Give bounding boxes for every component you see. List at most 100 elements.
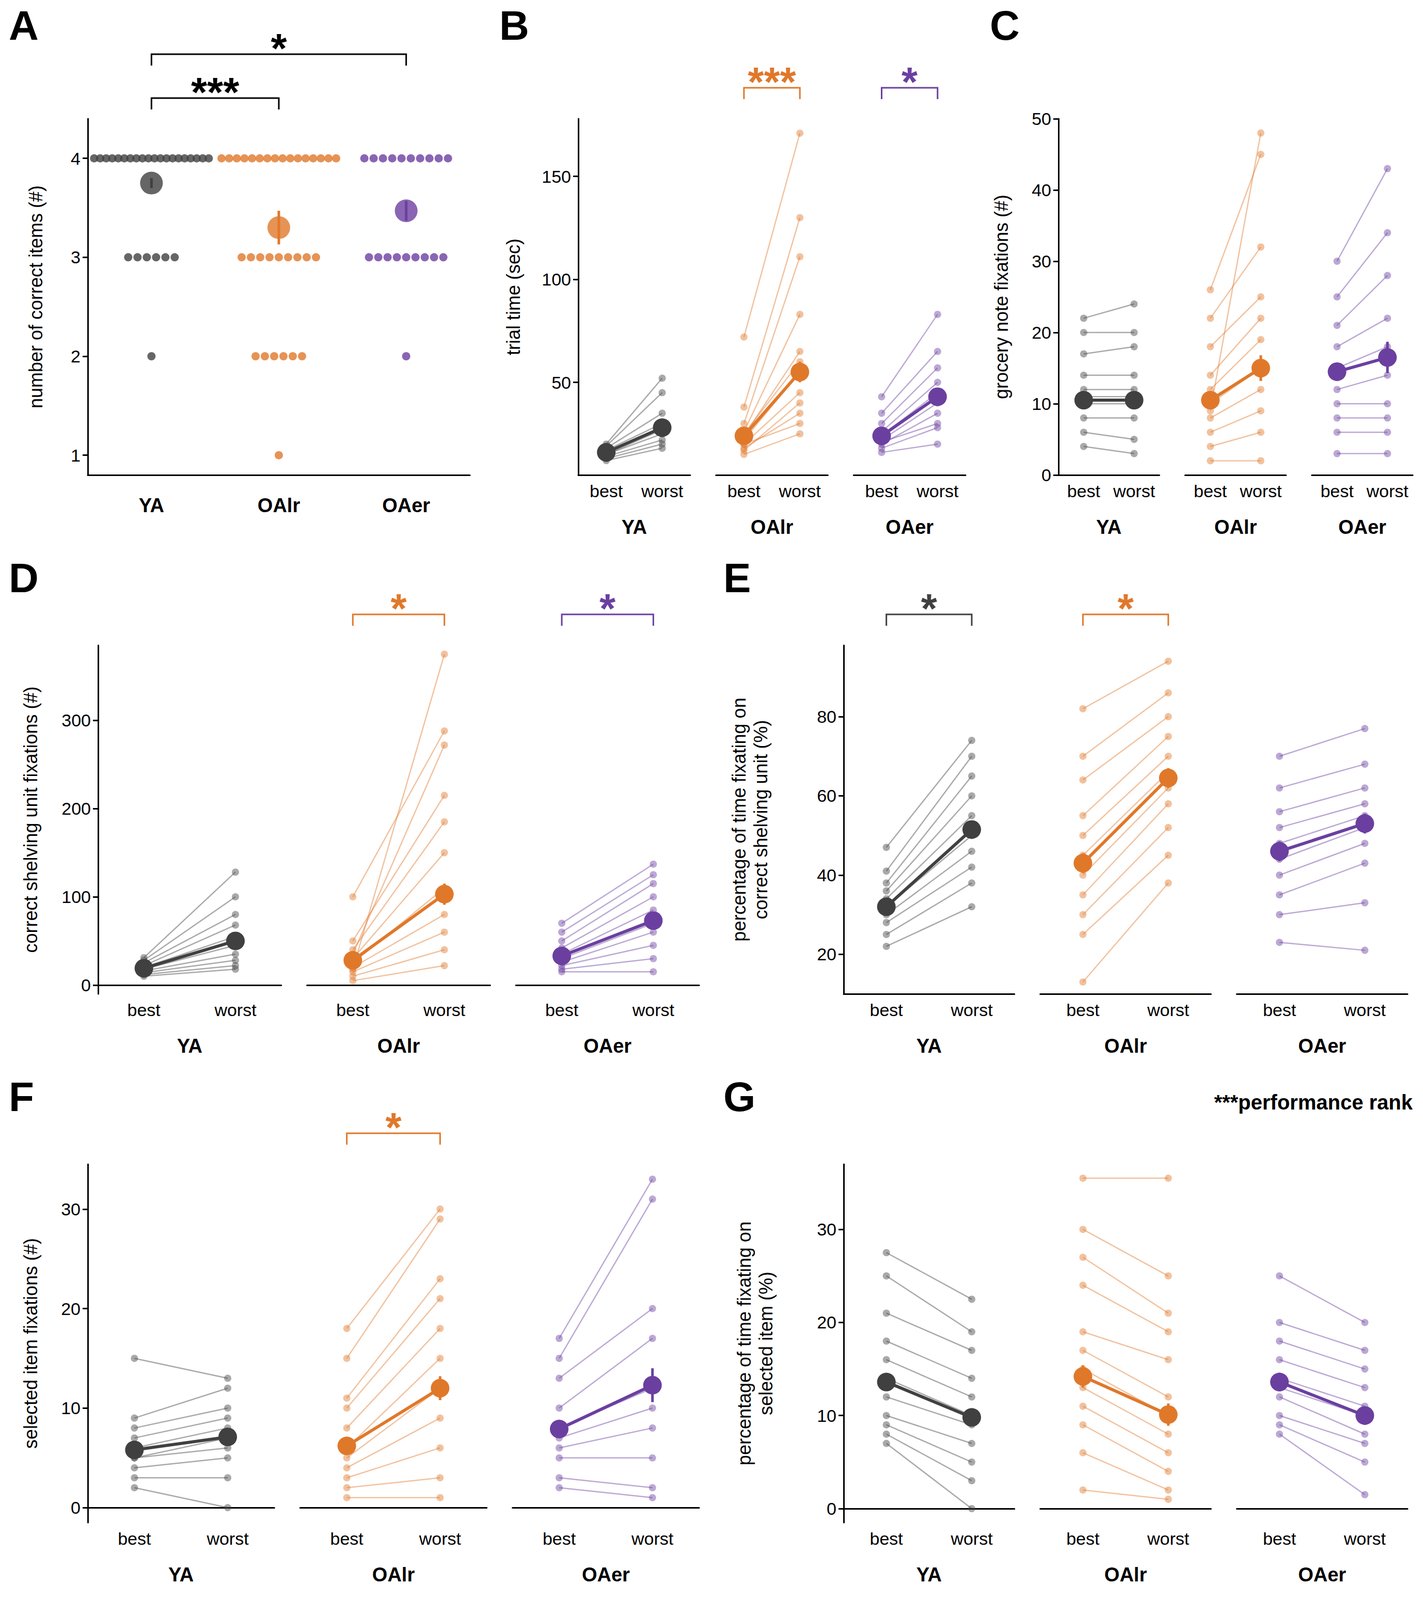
svg-text:150: 150 bbox=[541, 166, 572, 187]
svg-text:best: best bbox=[1066, 1000, 1100, 1020]
svg-text:worst: worst bbox=[418, 1528, 462, 1549]
svg-text:selected item fixations (#): selected item fixations (#) bbox=[20, 1238, 42, 1449]
svg-text:OAer: OAer bbox=[382, 494, 431, 517]
svg-text:3: 3 bbox=[70, 247, 81, 267]
svg-text:worst: worst bbox=[778, 481, 822, 501]
svg-text:best: best bbox=[864, 481, 899, 501]
svg-text:best: best bbox=[870, 1000, 904, 1020]
svg-text:*: * bbox=[385, 1104, 402, 1151]
svg-text:OAlr: OAlr bbox=[1104, 1563, 1148, 1586]
svg-text:best: best bbox=[870, 1528, 904, 1549]
svg-text:0: 0 bbox=[81, 975, 91, 995]
svg-text:number of correct items (#): number of correct items (#) bbox=[25, 185, 47, 409]
svg-text:worst: worst bbox=[213, 1000, 257, 1020]
svg-text:100: 100 bbox=[61, 887, 91, 907]
svg-text:YA: YA bbox=[621, 516, 647, 539]
svg-text:best: best bbox=[1067, 481, 1101, 501]
svg-text:OAlr: OAlr bbox=[372, 1563, 416, 1586]
svg-text:40: 40 bbox=[816, 865, 837, 885]
svg-text:20: 20 bbox=[816, 944, 837, 964]
svg-text:correct shelving unit fixation: correct shelving unit fixations (#) bbox=[20, 686, 42, 953]
svg-text:*: * bbox=[270, 25, 288, 72]
svg-text:worst: worst bbox=[1146, 1528, 1190, 1549]
svg-text:OAlr: OAlr bbox=[1214, 516, 1258, 539]
svg-text:*: * bbox=[599, 585, 616, 632]
svg-text:20: 20 bbox=[1031, 322, 1052, 343]
svg-text:60: 60 bbox=[816, 785, 837, 806]
svg-text:worst: worst bbox=[915, 481, 959, 501]
svg-text:worst: worst bbox=[1146, 1000, 1190, 1020]
svg-text:worst: worst bbox=[1343, 1000, 1387, 1020]
svg-text:D: D bbox=[8, 555, 39, 602]
svg-text:worst: worst bbox=[1366, 481, 1410, 501]
svg-text:10: 10 bbox=[816, 1405, 837, 1426]
svg-text:best: best bbox=[330, 1528, 365, 1549]
svg-text:4: 4 bbox=[70, 148, 81, 169]
svg-text:YA: YA bbox=[1096, 516, 1122, 539]
svg-text:worst: worst bbox=[631, 1000, 675, 1020]
svg-text:worst: worst bbox=[640, 481, 684, 501]
svg-text:worst: worst bbox=[206, 1528, 249, 1549]
svg-text:C: C bbox=[989, 2, 1020, 49]
svg-text:300: 300 bbox=[61, 710, 91, 731]
svg-text:0: 0 bbox=[70, 1497, 81, 1518]
svg-text:0: 0 bbox=[826, 1498, 837, 1519]
svg-text:10: 10 bbox=[60, 1398, 81, 1418]
svg-text:OAlr: OAlr bbox=[1104, 1035, 1148, 1057]
svg-text:OAlr: OAlr bbox=[377, 1035, 421, 1057]
svg-text:OAlr: OAlr bbox=[257, 494, 301, 517]
svg-text:0: 0 bbox=[1041, 465, 1052, 485]
svg-text:30: 30 bbox=[1031, 251, 1052, 272]
svg-text:best: best bbox=[1262, 1528, 1297, 1549]
svg-text:20: 20 bbox=[60, 1299, 81, 1319]
svg-text:YA: YA bbox=[168, 1563, 194, 1586]
svg-text:YA: YA bbox=[138, 494, 165, 517]
svg-text:OAer: OAer bbox=[1298, 1563, 1347, 1586]
svg-text:best: best bbox=[336, 1000, 370, 1020]
svg-text:best: best bbox=[542, 1528, 577, 1549]
svg-text:YA: YA bbox=[177, 1035, 203, 1057]
svg-text:50: 50 bbox=[1031, 108, 1052, 129]
svg-text:50: 50 bbox=[551, 372, 572, 393]
svg-text:*: * bbox=[921, 585, 938, 632]
svg-text:grocery note fixations (#): grocery note fixations (#) bbox=[990, 194, 1013, 400]
svg-text:30: 30 bbox=[816, 1219, 837, 1240]
svg-text:E: E bbox=[723, 555, 751, 602]
svg-text:100: 100 bbox=[541, 269, 572, 290]
svg-text:10: 10 bbox=[1031, 393, 1052, 414]
svg-text:OAlr: OAlr bbox=[750, 516, 794, 539]
svg-text:worst: worst bbox=[950, 1528, 993, 1549]
svg-text:OAer: OAer bbox=[581, 1563, 630, 1586]
svg-text:30: 30 bbox=[60, 1199, 81, 1220]
svg-text:*: * bbox=[1117, 585, 1134, 632]
svg-text:***performance rank: ***performance rank bbox=[1213, 1091, 1413, 1114]
svg-text:best: best bbox=[1262, 1000, 1297, 1020]
svg-text:selected item (%): selected item (%) bbox=[755, 1271, 777, 1416]
svg-text:YA: YA bbox=[916, 1035, 942, 1057]
svg-text:best: best bbox=[727, 481, 762, 501]
svg-text:best: best bbox=[1066, 1528, 1100, 1549]
svg-text:worst: worst bbox=[1239, 481, 1283, 501]
svg-text:YA: YA bbox=[916, 1563, 942, 1586]
svg-text:***: *** bbox=[747, 58, 797, 105]
svg-text:F: F bbox=[8, 1073, 35, 1120]
svg-text:OAer: OAer bbox=[1298, 1035, 1347, 1057]
svg-text:40: 40 bbox=[1031, 180, 1052, 200]
svg-text:*: * bbox=[390, 585, 407, 632]
svg-text:worst: worst bbox=[422, 1000, 466, 1020]
svg-text:***: *** bbox=[191, 69, 240, 116]
svg-text:best: best bbox=[545, 1000, 579, 1020]
svg-text:worst: worst bbox=[630, 1528, 674, 1549]
svg-text:80: 80 bbox=[816, 706, 837, 727]
svg-text:OAer: OAer bbox=[583, 1035, 632, 1057]
svg-text:200: 200 bbox=[61, 798, 91, 819]
svg-text:percentage of time fixating on: percentage of time fixating on bbox=[728, 697, 750, 942]
svg-text:percentage of time fixating on: percentage of time fixating on bbox=[733, 1221, 755, 1466]
svg-text:worst: worst bbox=[1343, 1528, 1387, 1549]
svg-text:best: best bbox=[117, 1528, 152, 1549]
svg-text:OAer: OAer bbox=[1338, 516, 1387, 539]
svg-text:2: 2 bbox=[70, 346, 81, 367]
svg-text:G: G bbox=[723, 1073, 756, 1120]
svg-text:best: best bbox=[589, 481, 624, 501]
svg-text:B: B bbox=[499, 2, 530, 49]
